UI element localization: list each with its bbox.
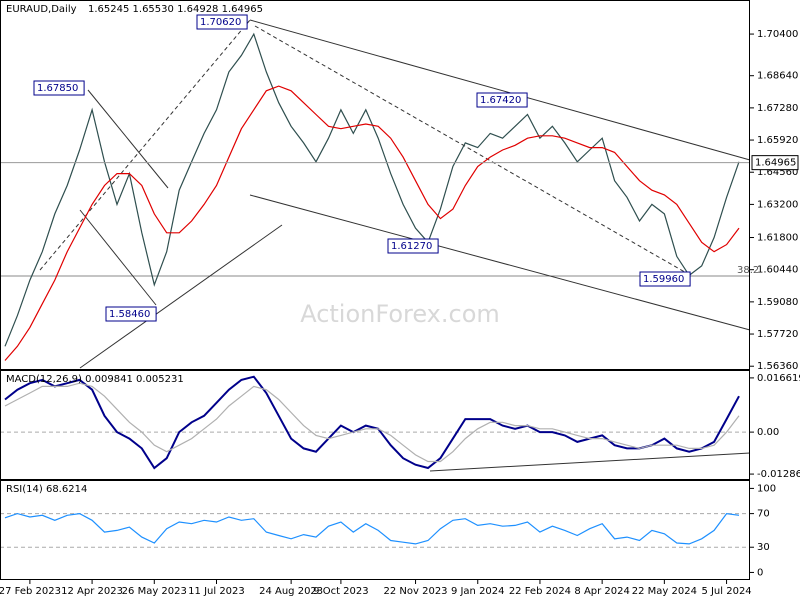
y-tick-label: 100 [757, 483, 776, 494]
y-tick-label: 70 [757, 509, 770, 520]
trend-line [39, 19, 251, 271]
x-tick-label: 22 Nov 2023 [384, 586, 448, 597]
y-tick-label: 1.67280 [757, 103, 798, 114]
annotation-box [196, 14, 248, 30]
series-line [4, 382, 740, 463]
annotation: 1.59960 [643, 274, 684, 285]
series-line [4, 32, 740, 347]
macd-title: MACD(12,26,9) 0.009841 0.005231 [6, 374, 184, 385]
series-line [4, 512, 740, 545]
x-tick-label: 22 May 2024 [632, 586, 697, 597]
y-tick-label: 1.65920 [757, 135, 798, 146]
x-tick-label: 11 Jul 2023 [188, 586, 245, 597]
trend-line [79, 224, 283, 369]
y-tick-label: 1.70400 [757, 29, 798, 40]
trend-line [249, 19, 751, 161]
x-tick-label: 8 Apr 2024 [574, 586, 629, 597]
quote: 1.65245 1.65530 1.64928 1.64965 [88, 4, 263, 15]
watermark: ActionForex.com [300, 300, 500, 328]
trend-line [79, 209, 157, 306]
annotation: 38.2 [737, 265, 759, 276]
y-tick-label: 1.56360 [757, 361, 798, 372]
series-line [4, 85, 740, 361]
annotation-box [387, 238, 439, 254]
x-tick-label: 9 Jan 2024 [451, 586, 505, 597]
panel-frame [0, 370, 750, 480]
x-tick-label: 22 Feb 2024 [509, 586, 571, 597]
symbol-title: EURAUD,Daily [6, 4, 77, 15]
y-tick-label: 0.00 [757, 427, 779, 438]
y-tick-label: 1.60440 [757, 265, 798, 276]
annotation: 1.58460 [109, 309, 150, 320]
y-tick-label: 0.016619 [757, 373, 800, 384]
y-tick-label: 1.64560 [757, 167, 798, 178]
trend-line [87, 89, 169, 189]
x-tick-label: 5 Jul 2024 [701, 586, 751, 597]
x-tick-label: 9 Oct 2023 [313, 586, 368, 597]
y-tick-label: 30 [757, 542, 770, 553]
annotation-box [105, 306, 157, 322]
y-tick-label: -0.012864 [757, 469, 800, 480]
last-price-box [751, 155, 799, 171]
x-tick-label: 12 Apr 2023 [61, 586, 123, 597]
y-tick-label: 1.68640 [757, 71, 798, 82]
annotation: 1.67420 [480, 95, 521, 106]
annotation: 1.61270 [391, 241, 432, 252]
y-tick-label: 1.61800 [757, 233, 798, 244]
y-tick-label: 1.57720 [757, 329, 798, 340]
y-tick-label: 0 [757, 567, 763, 578]
series-line [4, 375, 740, 470]
x-tick-label: 27 Feb 2023 [0, 586, 61, 597]
annotation-box [476, 92, 528, 108]
rsi-title: RSI(14) 68.6214 [6, 484, 87, 495]
x-tick-label: 26 May 2023 [122, 586, 187, 597]
last-price-label: 1.64965 [755, 158, 796, 169]
annotation-box [33, 80, 85, 96]
y-tick-label: 1.63200 [757, 199, 798, 210]
trend-line [429, 452, 751, 472]
annotation-box [639, 271, 691, 287]
trend-line [249, 194, 751, 331]
y-tick-label: 1.59080 [757, 297, 798, 308]
plot-area [0, 32, 750, 548]
panel-frame [0, 480, 750, 580]
annotation: 1.70620 [200, 17, 241, 28]
annotation: 1.67850 [37, 83, 78, 94]
x-tick-label: 24 Aug 2023 [259, 586, 323, 597]
panel-frame [0, 0, 750, 370]
